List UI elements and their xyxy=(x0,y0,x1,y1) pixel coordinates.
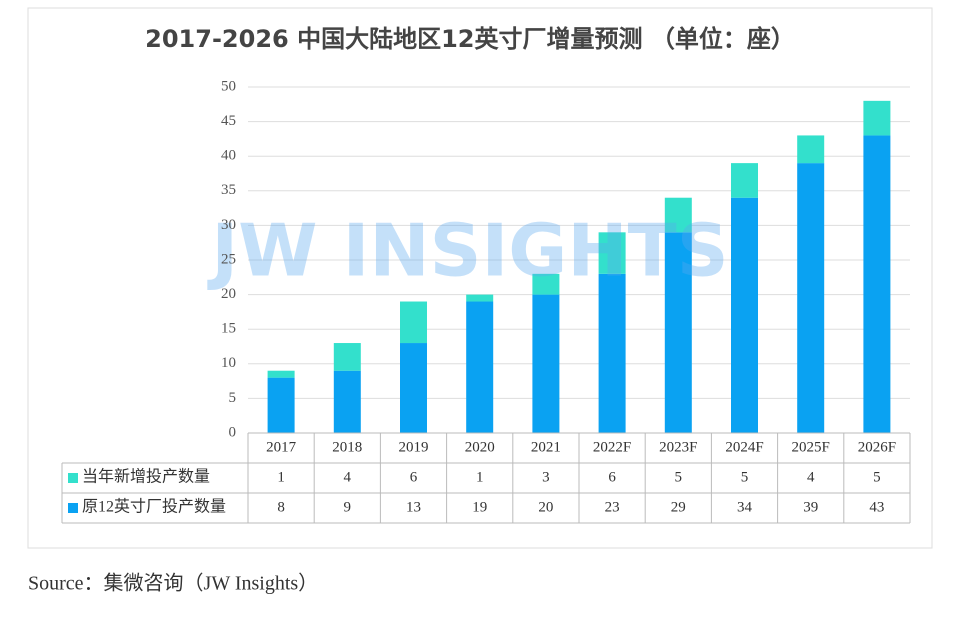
x-tick-label: 2021 xyxy=(531,439,561,455)
x-tick-label: 2024F xyxy=(725,439,763,455)
table-value: 23 xyxy=(605,499,620,515)
y-tick-label: 0 xyxy=(229,424,237,440)
source-note: Source：集微咨询（JW Insights） xyxy=(28,572,318,595)
bar-segment xyxy=(664,232,692,433)
bar-segment xyxy=(532,273,560,295)
legend-swatch xyxy=(68,503,78,513)
bar-segment xyxy=(466,301,494,433)
table-value: 1 xyxy=(476,469,484,485)
table-value: 3 xyxy=(542,469,550,485)
bar-segment xyxy=(400,301,427,344)
table-value: 5 xyxy=(675,469,683,485)
bar-segment xyxy=(598,273,626,433)
y-tick-label: 25 xyxy=(221,251,236,267)
legend-label: 当年新增投产数量 xyxy=(82,468,210,486)
table-value: 29 xyxy=(671,499,686,515)
table-value: 4 xyxy=(807,469,815,485)
table-value: 19 xyxy=(472,499,487,515)
x-tick-label: 2025F xyxy=(792,439,830,455)
bar-segment xyxy=(731,163,758,198)
x-tick-label: 2018 xyxy=(332,439,362,455)
table-value: 39 xyxy=(803,499,818,515)
table-value: 8 xyxy=(277,499,285,515)
legend-label: 原12英寸厂投产数量 xyxy=(82,498,226,516)
y-tick-label: 50 xyxy=(221,78,236,94)
bar-segment xyxy=(267,377,295,433)
bar-segment xyxy=(863,100,891,136)
bar-segment xyxy=(267,370,295,378)
table-value: 6 xyxy=(608,469,616,485)
table-value: 34 xyxy=(737,499,753,515)
y-tick-label: 10 xyxy=(221,355,236,371)
y-tick-label: 30 xyxy=(221,217,236,233)
chart-frame xyxy=(27,7,933,549)
y-tick-label: 45 xyxy=(221,113,236,129)
bar-segment xyxy=(400,343,427,433)
watermark: JW INSIGHTS xyxy=(206,209,728,293)
bar-segment xyxy=(797,163,825,433)
x-tick-label: 2017 xyxy=(266,439,297,455)
y-tick-label: 20 xyxy=(221,286,236,302)
x-tick-label: 2022F xyxy=(593,439,631,455)
table-value: 4 xyxy=(344,469,352,485)
y-tick-label: 40 xyxy=(221,148,236,164)
bar-segment xyxy=(598,232,626,274)
bar-segment xyxy=(664,197,692,233)
bar-segment xyxy=(333,343,361,371)
y-tick-label: 35 xyxy=(221,182,236,198)
table-value: 13 xyxy=(406,499,421,515)
legend-swatch xyxy=(68,473,78,483)
table-value: 5 xyxy=(741,469,749,485)
table-value: 43 xyxy=(869,499,884,515)
y-tick-label: 15 xyxy=(221,321,236,337)
table-value: 5 xyxy=(873,469,881,485)
x-tick-label: 2023F xyxy=(659,439,697,455)
bar-segment xyxy=(532,294,560,433)
chart-title: 2017-2026 中国大陆地区12英寸厂增量预测 （单位：座） xyxy=(145,25,795,53)
bar-segment xyxy=(731,197,758,433)
bar-segment xyxy=(797,135,825,164)
table-value: 1 xyxy=(277,469,285,485)
table-value: 20 xyxy=(538,499,553,515)
y-tick-label: 5 xyxy=(229,390,237,406)
bar-segment xyxy=(333,370,361,433)
bar-segment xyxy=(863,135,891,433)
bar-segment xyxy=(466,294,494,302)
table-value: 9 xyxy=(344,499,352,515)
table-value: 6 xyxy=(410,469,418,485)
x-tick-label: 2020 xyxy=(465,439,495,455)
x-tick-label: 2019 xyxy=(399,439,429,455)
x-tick-label: 2026F xyxy=(858,439,896,455)
